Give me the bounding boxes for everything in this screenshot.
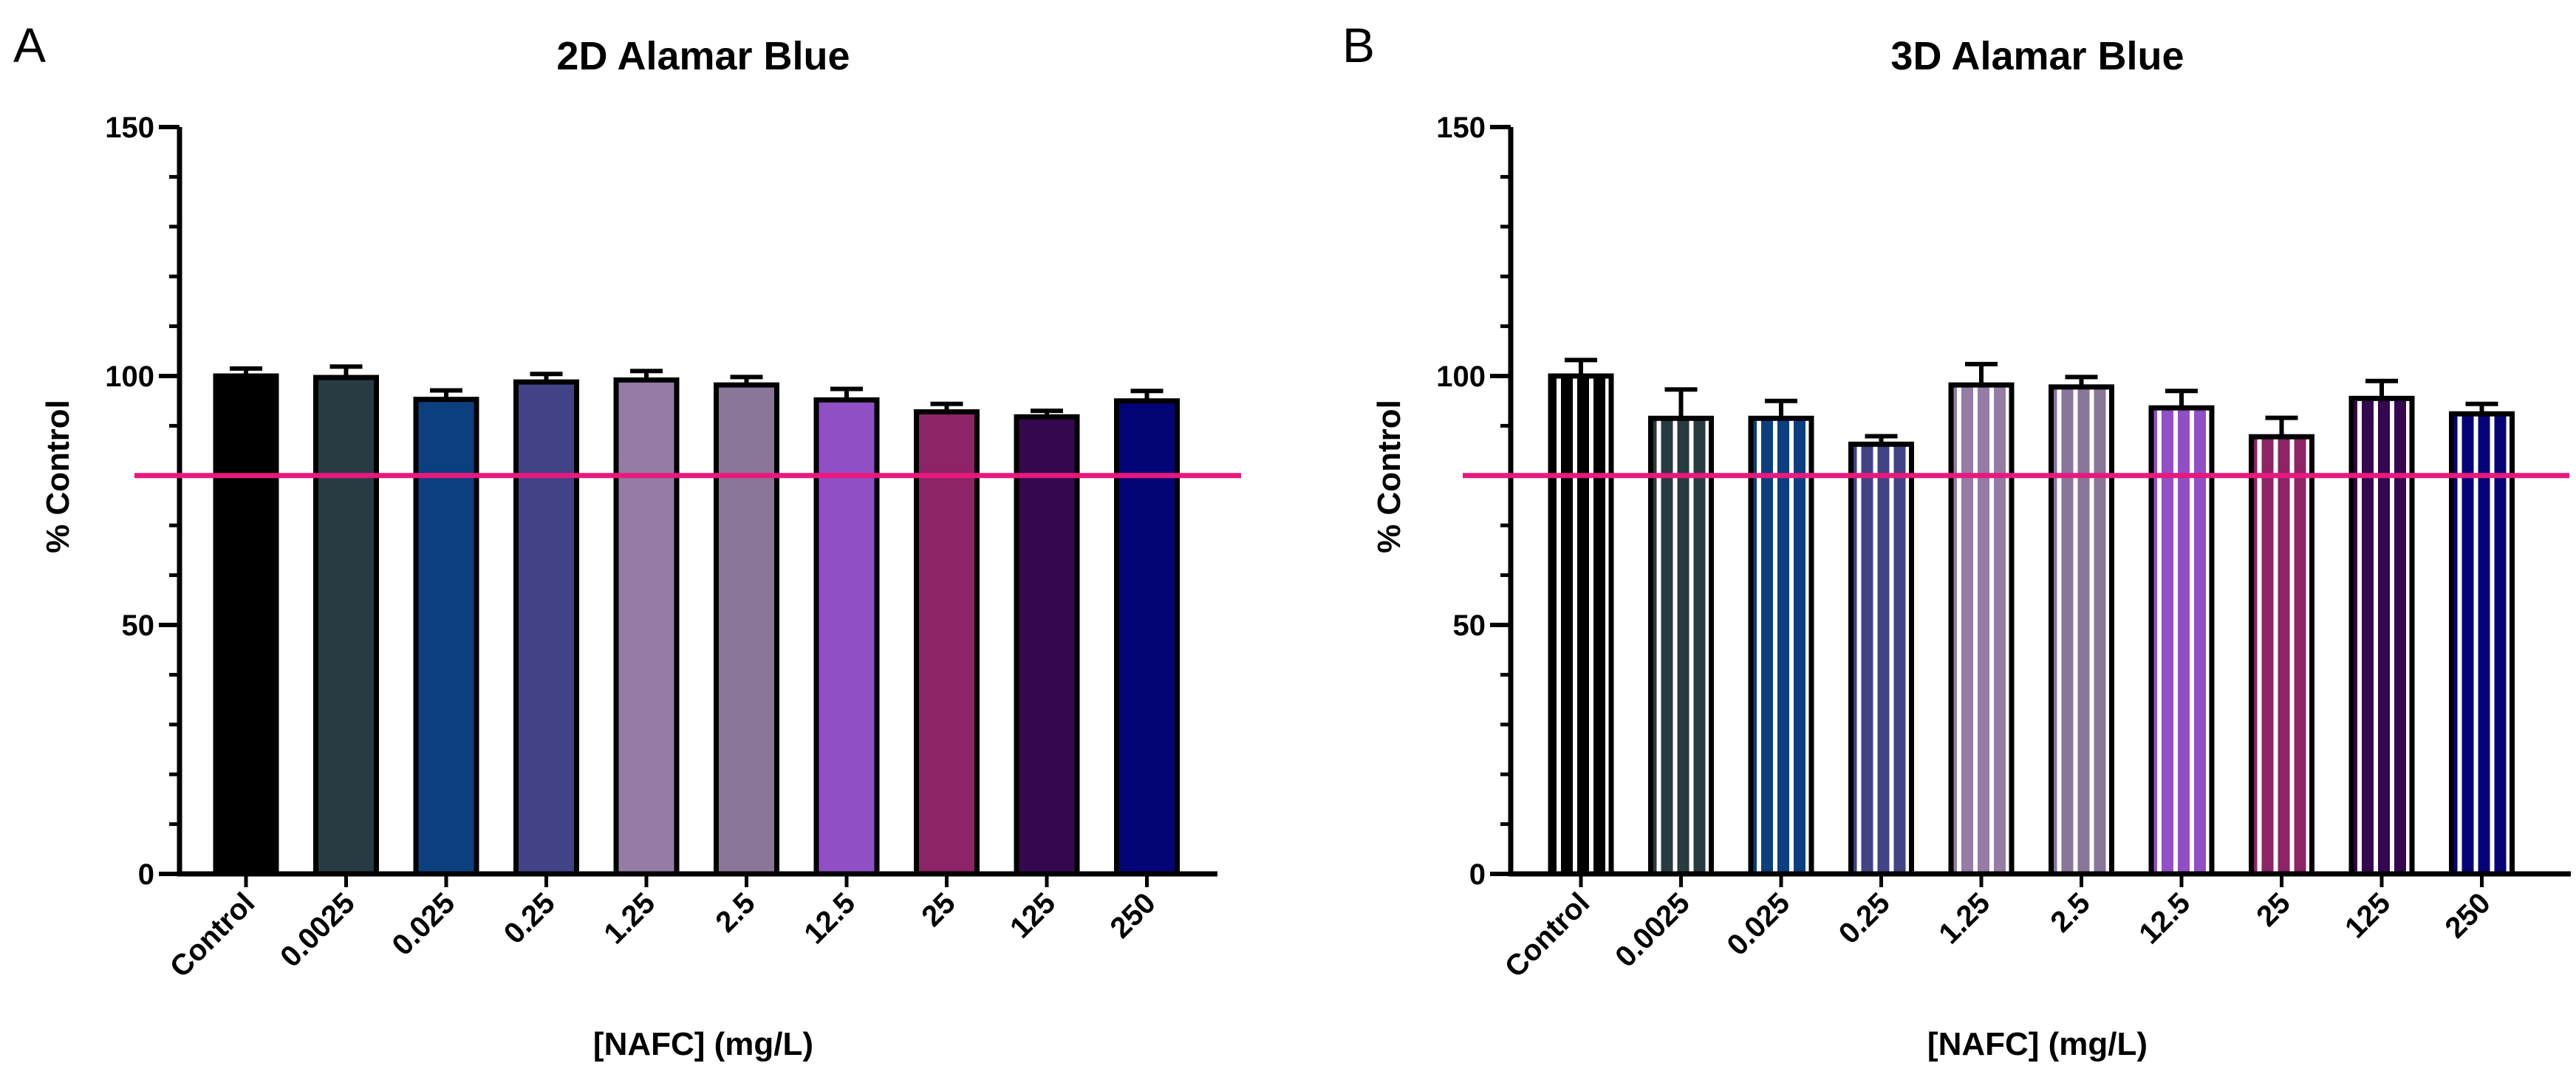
category-label-b-Control: Control — [1499, 886, 1596, 984]
panel-letter-b: B — [1342, 18, 1375, 72]
category-label-b-0.025: 0.025 — [1721, 886, 1796, 962]
y-tick-label-a-150: 150 — [105, 112, 154, 144]
error-bar-a-0.025 — [430, 388, 462, 400]
bar-b-0.25 — [1848, 441, 1914, 877]
category-label-a-Control: Control — [164, 886, 262, 984]
bar-b-250 — [2449, 411, 2515, 877]
category-label-a-125: 125 — [1004, 886, 1062, 944]
error-bar-a-250 — [1130, 389, 1164, 401]
bar-a-250 — [1114, 398, 1180, 877]
bar-b-0.025 — [1748, 415, 1814, 877]
panel-a: A 2D Alamar Blue % Control [NAFC] (mg/L)… — [13, 18, 1241, 1062]
bar-a-0.025 — [413, 397, 479, 877]
bar-a-12.5 — [813, 397, 880, 877]
bar-a-125 — [1014, 414, 1080, 877]
chart-title-a: 2D Alamar Blue — [556, 34, 850, 78]
bar-b-2.5 — [2049, 384, 2114, 877]
error-bar-b-0.25 — [1865, 434, 1898, 445]
y-axis-label-a: % Control — [40, 400, 76, 553]
y-tick-label-b-100: 100 — [1436, 360, 1486, 393]
bar-b-25 — [2249, 434, 2314, 877]
error-bar-a-0.25 — [530, 372, 563, 383]
error-bar-b-Control — [1565, 358, 1597, 376]
category-label-a-0.0025: 0.0025 — [274, 886, 361, 974]
error-bar-b-12.5 — [2165, 389, 2198, 409]
error-bar-b-25 — [2265, 415, 2298, 437]
plot-area-a: Control 0.0025 0.025 0.25 1.25 2.5 12.5 25 125 25… — [105, 112, 1241, 984]
bar-b-1.25 — [1948, 382, 2015, 877]
category-label-b-12.5: 12.5 — [2133, 886, 2196, 950]
bar-a-Control — [213, 373, 279, 877]
bar-a-0.0025 — [313, 375, 379, 877]
y-tick-label-b-0: 0 — [1469, 858, 1486, 891]
chart-title-b: 3D Alamar Blue — [1890, 34, 2184, 78]
bar-b-Control — [1548, 373, 1614, 877]
panel-b: B 3D Alamar Blue % Control [NAFC] (mg/L)… — [1342, 18, 2571, 1062]
category-label-b-2.5: 2.5 — [2044, 886, 2096, 938]
plot-area-b: Control 0.0025 0.025 0.25 1.25 2.5 12.5 25 125 25… — [1436, 112, 2571, 984]
error-bar-b-2.5 — [2065, 375, 2098, 387]
category-label-a-0.025: 0.025 — [386, 886, 461, 962]
error-bar-a-1.25 — [630, 369, 663, 380]
category-label-b-0.0025: 0.0025 — [1609, 886, 1696, 974]
category-label-b-250: 250 — [2439, 886, 2497, 944]
error-bar-a-125 — [1031, 409, 1063, 417]
bar-a-25 — [914, 409, 980, 877]
bar-b-0.0025 — [1648, 415, 1714, 877]
category-label-a-1.25: 1.25 — [598, 886, 661, 950]
error-bar-b-0.0025 — [1664, 387, 1698, 419]
y-tick-label-a-50: 50 — [122, 609, 155, 642]
error-bar-a-25 — [930, 401, 963, 412]
error-bar-a-2.5 — [730, 375, 763, 386]
y-tick-label-a-100: 100 — [105, 360, 154, 393]
error-bar-b-250 — [2465, 401, 2498, 414]
category-label-a-250: 250 — [1104, 886, 1162, 944]
category-label-b-25: 25 — [2250, 886, 2297, 933]
error-bar-a-Control — [230, 366, 262, 376]
x-axis-label-b: [NAFC] (mg/L) — [1927, 1026, 2148, 1062]
error-bar-a-12.5 — [830, 386, 863, 400]
x-axis-label-a: [NAFC] (mg/L) — [593, 1026, 813, 1062]
category-label-a-0.25: 0.25 — [498, 886, 561, 950]
panel-letter-a: A — [13, 18, 46, 72]
category-label-a-25: 25 — [915, 886, 962, 933]
y-axis-label-b: % Control — [1371, 400, 1407, 553]
error-bar-b-0.025 — [1765, 398, 1797, 419]
category-label-b-0.25: 0.25 — [1833, 886, 1896, 950]
bar-a-2.5 — [714, 382, 779, 877]
y-tick-label-b-150: 150 — [1436, 112, 1486, 144]
error-bar-a-0.0025 — [329, 364, 363, 378]
error-bar-b-1.25 — [1965, 361, 1998, 386]
y-tick-label-b-50: 50 — [1453, 609, 1486, 642]
error-bar-b-125 — [2365, 378, 2398, 399]
category-label-b-125: 125 — [2339, 886, 2396, 944]
y-tick-label-a-0: 0 — [138, 858, 154, 891]
category-label-a-2.5: 2.5 — [709, 886, 761, 938]
category-label-a-12.5: 12.5 — [798, 886, 861, 950]
bar-a-0.25 — [513, 379, 579, 877]
bar-b-125 — [2348, 395, 2415, 877]
bar-a-1.25 — [613, 377, 680, 877]
category-label-b-1.25: 1.25 — [1933, 886, 1996, 950]
